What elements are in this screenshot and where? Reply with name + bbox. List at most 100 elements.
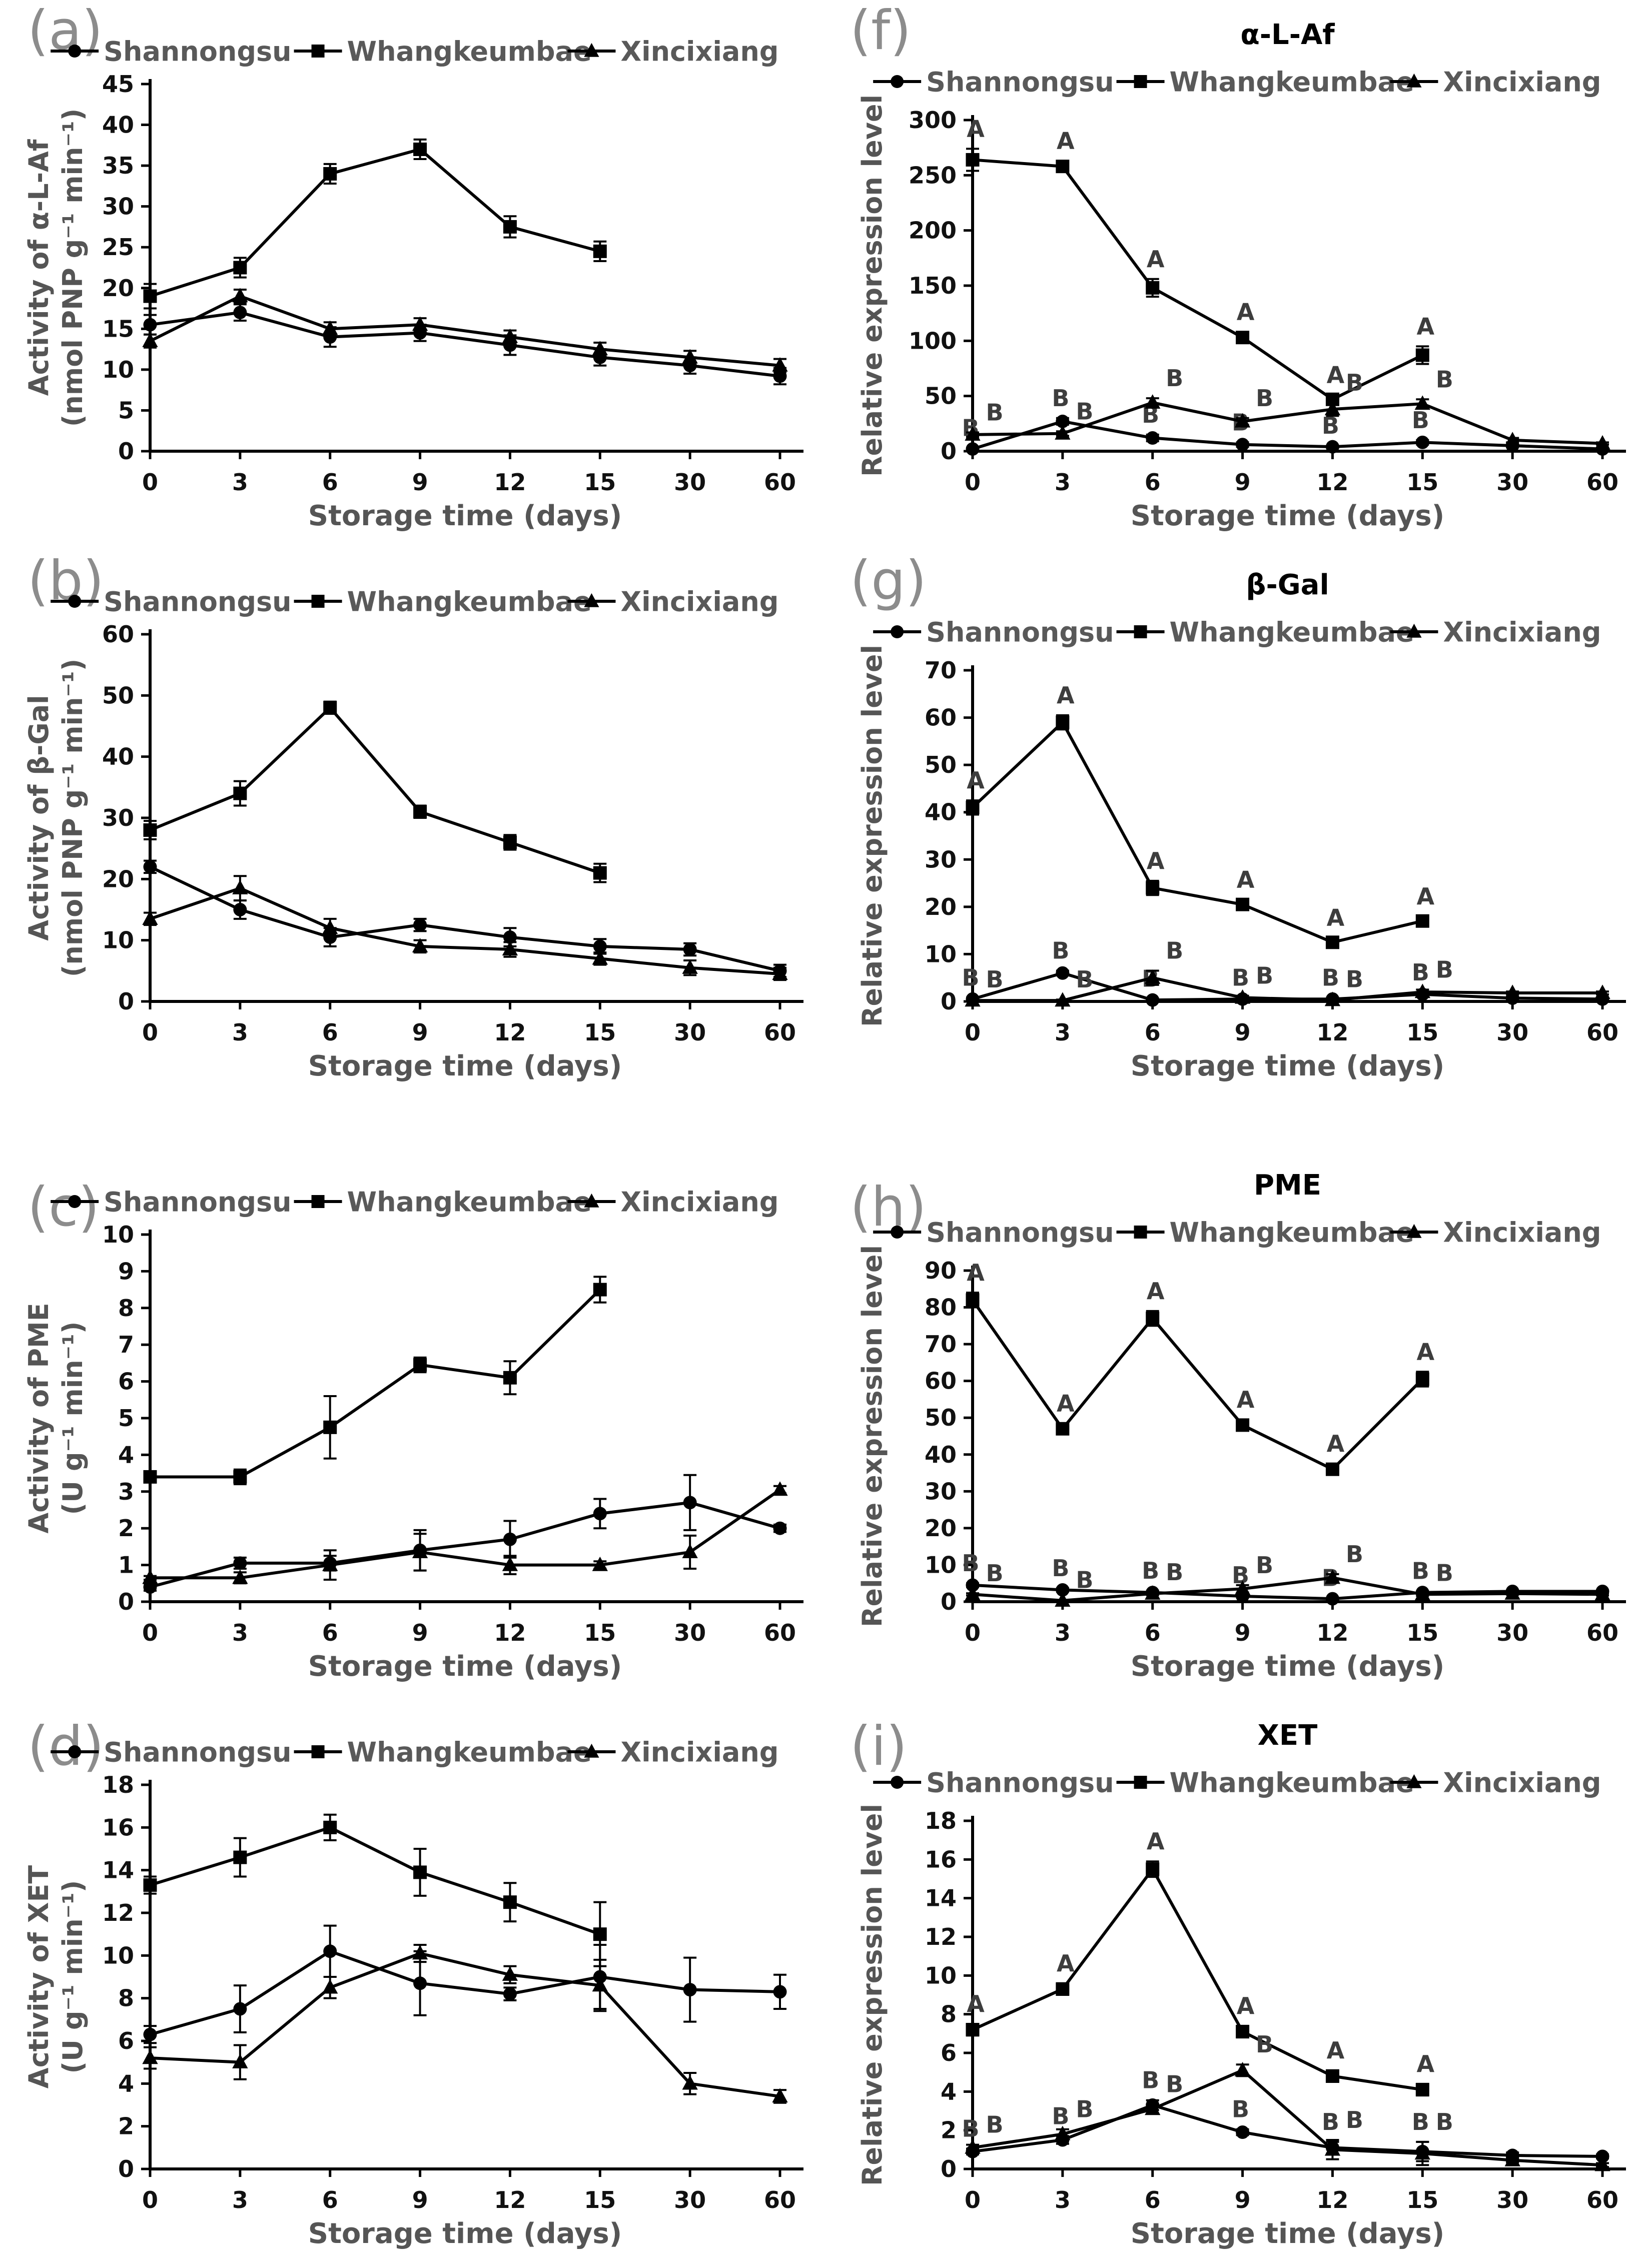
x-tick-label: 60 [764, 1619, 796, 1646]
y-tick-label: 50 [102, 682, 134, 709]
significance-letter: A [967, 767, 985, 794]
x-tick-label: 9 [412, 1619, 428, 1646]
x-tick-label: 15 [584, 2186, 616, 2213]
y-tick-label: 70 [925, 657, 957, 684]
x-tick-label: 0 [965, 1019, 981, 1046]
x-tick-label: 30 [1496, 1019, 1528, 1046]
significance-letter: B [1166, 937, 1183, 964]
y-axis-title: Activity of β-Gal [23, 695, 55, 940]
chart-title: α-L-Af [1240, 19, 1335, 51]
series-xincixiang [142, 875, 788, 981]
x-tick-label: 3 [232, 469, 248, 496]
series-shannongsu [143, 1924, 787, 2044]
x-axis-title: Storage time (days) [1131, 500, 1445, 532]
significance-letter: B [1436, 1559, 1453, 1586]
legend-label: Shannongsu [104, 36, 291, 67]
y-tick-label: 3 [118, 1478, 134, 1505]
series-whangkeumbae [143, 700, 607, 883]
chart-activity-pme: Shannongsu Whangkeumbae Xincixiang01234567… [23, 1186, 803, 1683]
significance-letter: B [1052, 937, 1069, 964]
legend-item-xincixiang: Xincixiang [1390, 1767, 1601, 1798]
series-line [150, 886, 780, 975]
series-xincixiang [142, 1944, 788, 2104]
legend-item-shannongsu: Shannongsu [51, 36, 292, 67]
significance-letter: B [1412, 407, 1429, 434]
series-line [150, 1488, 781, 1580]
y-tick-label: 10 [925, 1962, 957, 1989]
x-tick-label: 30 [1496, 2186, 1528, 2213]
legend-label: Shannongsu [926, 66, 1114, 98]
x-tick-label: 0 [965, 469, 981, 496]
series-line [972, 401, 1603, 445]
legend-label: Shannongsu [926, 1217, 1114, 1248]
x-tick-label: 30 [674, 2186, 706, 2213]
series-whangkeumbae [143, 1813, 607, 1967]
significance-letter: B [986, 399, 1003, 426]
series-line [971, 1299, 1424, 1471]
x-tick-label: 3 [232, 2186, 248, 2213]
y-tick-label: 30 [102, 804, 134, 831]
significance-letter: B [1436, 2108, 1453, 2135]
series-line [971, 720, 1423, 944]
y-tick-label: 150 [909, 272, 957, 299]
series-whangkeumbae [143, 1276, 607, 1486]
significance-letter: A [967, 1259, 985, 1286]
significance-letter: B [1232, 2096, 1249, 2123]
significance-letter: B [1436, 956, 1453, 983]
significance-letter: B [1256, 962, 1273, 989]
series-line [150, 1501, 780, 1589]
legend-label: Shannongsu [104, 1186, 291, 1218]
legend-item-xincixiang: Xincixiang [1390, 616, 1601, 648]
significance-letter: B [986, 2111, 1003, 2138]
y-tick-label: 0 [118, 2155, 134, 2182]
panel-d-label: (d) [28, 1715, 104, 1778]
series-line [972, 1576, 1603, 1602]
x-tick-label: 30 [674, 469, 706, 496]
significance-letter: A [1416, 1338, 1434, 1365]
y-axis-title: Activity of XET [23, 1865, 55, 2089]
x-tick-label: 30 [674, 1019, 706, 1046]
chart-expression-pme: PME Shannongsu Whangkeumbae Xincixiang 0 10 20… [857, 1169, 1626, 1683]
y-tick-label: 50 [925, 1404, 957, 1431]
legend-item-xincixiang: Xincixiang [567, 1736, 778, 1768]
x-tick-label: 12 [494, 2186, 526, 2213]
y-axis-title: Activity of PME [23, 1303, 55, 1533]
y-tick-label: 0 [941, 438, 957, 465]
x-tick-label: 6 [322, 1619, 338, 1646]
y-tick-label: 200 [909, 217, 957, 244]
y-tick-label: 40 [925, 799, 957, 826]
x-tick-label: 60 [1586, 1619, 1618, 1646]
significance-letter: A [1237, 866, 1255, 893]
panel-g-label: (g) [850, 550, 927, 612]
y-axis-title: Relative expression level [857, 1245, 888, 1627]
series-line [973, 976, 1602, 1002]
legend-label: Whangkeumbae [347, 36, 592, 67]
panel-h: (h) PME Shannongsu Whangkeumbae Xincixiang 0… [822, 1151, 1645, 1701]
series-line [150, 311, 780, 378]
series-line [972, 2068, 1603, 2167]
legend-item-whangkeumbae: Whangkeumbae [294, 1736, 592, 1768]
significance-letter: B [1322, 964, 1339, 991]
x-tick-label: 15 [584, 1019, 616, 1046]
x-tick-label: 15 [1406, 1619, 1438, 1646]
plot-b: Shannongsu Whangkeumbae Xincixiang01020304… [23, 586, 803, 1082]
x-tick-label: 3 [1055, 1619, 1071, 1646]
y-tick-label: 12 [102, 1899, 134, 1926]
chart-expression-bgal: β-Gal Shannongsu Whangkeumbae Xincixiang 0 10… [857, 569, 1626, 1082]
chart-expression-xet: XET Shannongsu Whangkeumbae Xincixiang 0 2 4 6 8… [857, 1719, 1626, 2250]
significance-letter: B [1076, 966, 1093, 993]
y-tick-label: 20 [102, 865, 134, 892]
legend-label: Whangkeumbae [347, 1186, 592, 1218]
y-tick-label: 4 [118, 1441, 134, 1468]
x-axis-title: Storage time (days) [1131, 2217, 1445, 2250]
series-line [150, 1826, 601, 1936]
y-tick-label: 30 [925, 846, 957, 873]
x-tick-label: 6 [322, 1019, 338, 1046]
significance-letter: B [1412, 2108, 1429, 2135]
y-tick-label: 50 [925, 383, 957, 410]
significance-letter: B [1346, 1541, 1363, 1568]
significance-letter: B [1346, 2106, 1363, 2133]
significance-letter: A [1327, 1430, 1345, 1457]
